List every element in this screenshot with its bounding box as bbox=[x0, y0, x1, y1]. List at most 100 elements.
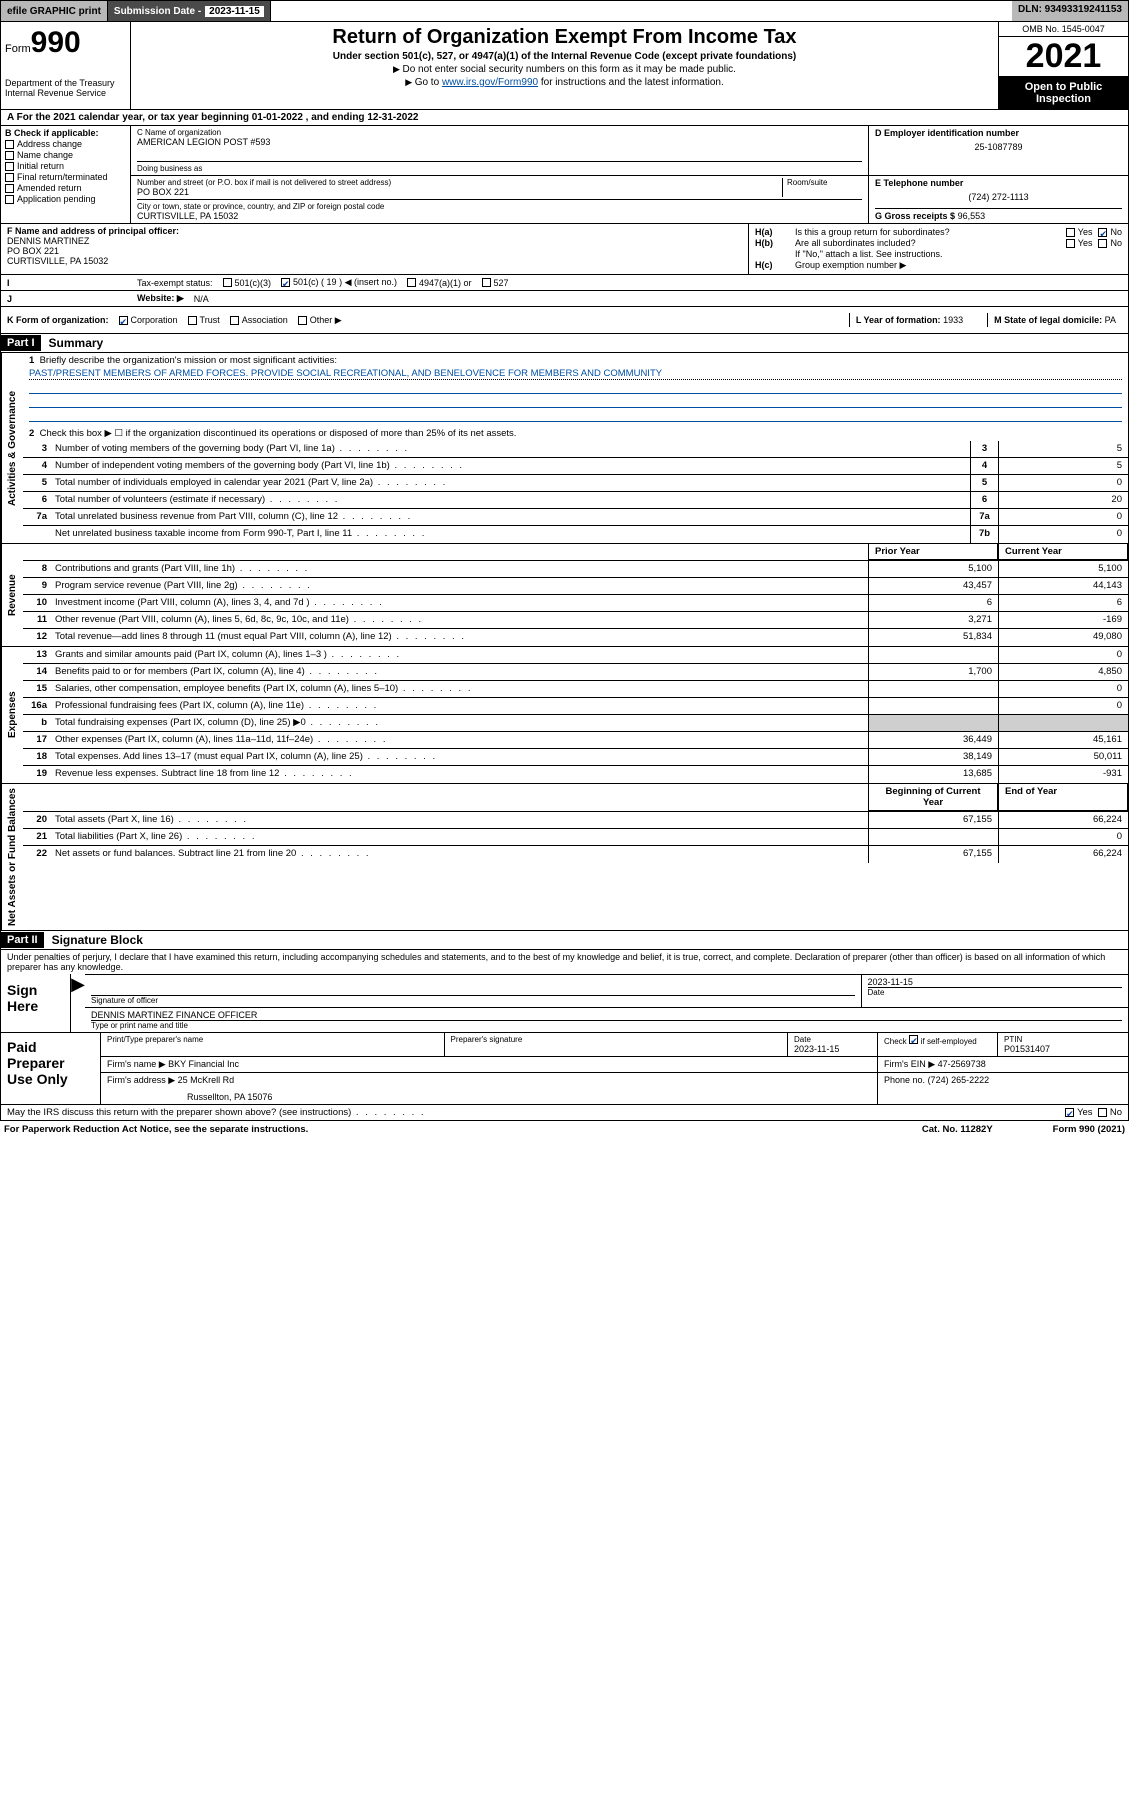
ha-yes[interactable]: Yes bbox=[1066, 227, 1093, 237]
line-text: Total fundraising expenses (Part IX, col… bbox=[51, 715, 868, 731]
chk-application-pending[interactable]: Application pending bbox=[5, 194, 126, 204]
line-text: Other expenses (Part IX, column (A), lin… bbox=[51, 732, 868, 748]
prior-value: 51,834 bbox=[868, 629, 998, 646]
sub-label: Submission Date - bbox=[114, 6, 201, 17]
line-num: 14 bbox=[23, 664, 51, 680]
no-label: No bbox=[1110, 238, 1122, 248]
part-i-title: Summary bbox=[41, 334, 112, 352]
line-text: Total expenses. Add lines 13–17 (must eq… bbox=[51, 749, 868, 765]
line-num bbox=[23, 526, 51, 543]
yes-label: Yes bbox=[1078, 238, 1093, 248]
line-value: 20 bbox=[998, 492, 1128, 508]
summary-line: 10 Investment income (Part VIII, column … bbox=[23, 595, 1128, 612]
officer-name: DENNIS MARTINEZ bbox=[7, 236, 742, 246]
ssn-note: ▶ Do not enter social security numbers o… bbox=[137, 64, 992, 75]
line-text: Total liabilities (Part X, line 26) bbox=[51, 829, 868, 845]
opt-other[interactable]: Other ▶ bbox=[298, 315, 342, 326]
mission-blank bbox=[29, 410, 1122, 422]
opt-trust[interactable]: Trust bbox=[188, 315, 220, 325]
summary-line: 13 Grants and similar amounts paid (Part… bbox=[23, 647, 1128, 664]
footer-form: Form 990 (2021) bbox=[1053, 1124, 1125, 1135]
summary-line: 8 Contributions and grants (Part VIII, l… bbox=[23, 561, 1128, 578]
line-num: 18 bbox=[23, 749, 51, 765]
hb-no[interactable]: No bbox=[1098, 238, 1122, 248]
submission-date-label: Submission Date - 2023-11-15 bbox=[108, 1, 271, 21]
opt-label: 501(c) ( 19 ) ◀ (insert no.) bbox=[293, 277, 397, 288]
current-value: 49,080 bbox=[998, 629, 1128, 646]
col-header: Beginning of Current Year End of Year bbox=[23, 784, 1128, 812]
irs-link[interactable]: www.irs.gov/Form990 bbox=[442, 77, 538, 88]
ha-no[interactable]: No bbox=[1098, 227, 1122, 237]
line-num: 10 bbox=[23, 595, 51, 611]
line-value: 0 bbox=[998, 509, 1128, 525]
line-box: 3 bbox=[970, 441, 998, 457]
line-box: 5 bbox=[970, 475, 998, 491]
opt-4947[interactable]: 4947(a)(1) or bbox=[407, 278, 472, 288]
no-label: No bbox=[1110, 227, 1122, 237]
k-label: K Form of organization: bbox=[7, 315, 109, 325]
summary-line: 15 Salaries, other compensation, employe… bbox=[23, 681, 1128, 698]
row-a-period: A For the 2021 calendar year, or tax yea… bbox=[0, 110, 1129, 126]
chk-final-return[interactable]: Final return/terminated bbox=[5, 172, 126, 182]
form-header: Form990 Department of the Treasury Inter… bbox=[0, 22, 1129, 110]
hb-note: If "No," attach a list. See instructions… bbox=[795, 249, 942, 259]
chk-address-change[interactable]: Address change bbox=[5, 139, 126, 149]
phone: (724) 265-2222 bbox=[928, 1075, 990, 1085]
prior-year-hdr: Prior Year bbox=[868, 544, 998, 560]
irs: Internal Revenue Service bbox=[5, 88, 126, 98]
line-box: 7b bbox=[970, 526, 998, 543]
opt-corporation[interactable]: Corporation bbox=[119, 315, 178, 325]
line-num: 3 bbox=[23, 441, 51, 457]
chk-label: Amended return bbox=[17, 183, 82, 193]
form-num: 990 bbox=[31, 26, 81, 59]
may-yes[interactable]: Yes bbox=[1065, 1107, 1093, 1118]
row-k: K Form of organization: Corporation Trus… bbox=[0, 307, 1129, 334]
prior-value: 6 bbox=[868, 595, 998, 611]
chk-name-change[interactable]: Name change bbox=[5, 150, 126, 160]
part-i-header: Part I Summary bbox=[0, 334, 1129, 353]
chk-amended-return[interactable]: Amended return bbox=[5, 183, 126, 193]
line-num: 5 bbox=[23, 475, 51, 491]
yes-label: Yes bbox=[1077, 1107, 1093, 1118]
summary-line: 7a Total unrelated business revenue from… bbox=[23, 509, 1128, 526]
prep-ptin-cell: PTINP01531407 bbox=[998, 1033, 1128, 1056]
l-value: 1933 bbox=[943, 315, 963, 325]
opt-label: Corporation bbox=[131, 315, 178, 325]
opt-label: 4947(a)(1) or bbox=[419, 278, 472, 288]
line-1: 1 Briefly describe the organization's mi… bbox=[23, 353, 1128, 426]
summary-line: 21 Total liabilities (Part X, line 26) 0 bbox=[23, 829, 1128, 846]
line-text: Net unrelated business taxable income fr… bbox=[51, 526, 970, 543]
prior-value: 1,700 bbox=[868, 664, 998, 680]
sig-name-cell: DENNIS MARTINEZ FINANCE OFFICER Type or … bbox=[85, 1008, 1128, 1032]
col-cd: C Name of organization AMERICAN LEGION P… bbox=[131, 126, 1128, 223]
prep-h4-lbl: Check bbox=[884, 1037, 907, 1046]
efile-print[interactable]: efile GRAPHIC print bbox=[1, 1, 108, 21]
opt-501c3[interactable]: 501(c)(3) bbox=[223, 278, 272, 288]
line2-text: Check this box ▶ ☐ if the organization d… bbox=[40, 428, 517, 439]
may-no[interactable]: No bbox=[1098, 1107, 1122, 1118]
firm-phone-cell: Phone no. (724) 265-2222 bbox=[878, 1073, 1128, 1104]
prior-value bbox=[868, 681, 998, 697]
prior-value: 43,457 bbox=[868, 578, 998, 594]
current-value: 66,224 bbox=[998, 846, 1128, 863]
footer-catno: Cat. No. 11282Y bbox=[922, 1124, 993, 1135]
prep-date-cell: Date2023-11-15 bbox=[788, 1033, 878, 1056]
self-employed-checkbox[interactable] bbox=[909, 1035, 918, 1044]
line-text: Number of independent voting members of … bbox=[51, 458, 970, 474]
prep-h2: Preparer's signature bbox=[451, 1035, 782, 1044]
prior-value: 5,100 bbox=[868, 561, 998, 577]
sign-here-label: Sign Here bbox=[1, 974, 71, 1032]
side-governance: Activities & Governance bbox=[1, 353, 23, 543]
tax-year: 2021 bbox=[999, 37, 1128, 77]
section-revenue: Revenue Prior Year Current Year 8 Contri… bbox=[0, 544, 1129, 647]
chk-initial-return[interactable]: Initial return bbox=[5, 161, 126, 171]
opt-501c[interactable]: 501(c) ( 19 ) ◀ (insert no.) bbox=[281, 277, 397, 288]
opt-527[interactable]: 527 bbox=[482, 278, 509, 288]
current-value: 0 bbox=[998, 647, 1128, 663]
opt-association[interactable]: Association bbox=[230, 315, 288, 325]
line-num: 13 bbox=[23, 647, 51, 663]
prep-h3-lbl: Date bbox=[794, 1035, 871, 1044]
opt-label: Association bbox=[242, 315, 288, 325]
prior-value: 38,149 bbox=[868, 749, 998, 765]
hb-yes[interactable]: Yes bbox=[1066, 238, 1093, 248]
